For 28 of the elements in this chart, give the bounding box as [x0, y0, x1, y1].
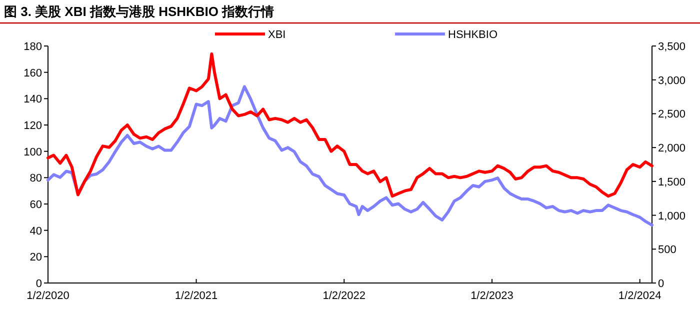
y-tick-label: 20 [30, 252, 42, 264]
y-tick-label: 40 [30, 225, 42, 238]
x-tick-label: 1/2/2022 [322, 290, 366, 302]
y2-tick-label: 1,500 [658, 176, 686, 188]
x-tick-label: 1/2/2021 [174, 290, 218, 302]
y-tick-label: 0 [36, 278, 42, 290]
y2-tick-label: 2,500 [658, 108, 686, 121]
y-tick-label: 160 [24, 67, 42, 80]
y-tick-label: 100 [24, 146, 42, 158]
y2-tick-label: 1,000 [658, 210, 686, 222]
line-series [46, 52, 654, 198]
legend-label: HSHKBIO [448, 29, 498, 41]
y2-tick-label: 500 [658, 244, 676, 256]
x-tick-label: 1/2/2024 [618, 290, 662, 302]
y-tick-label: 120 [24, 120, 42, 132]
legend-label: XBI [268, 29, 286, 41]
y2-tick-label: 3,000 [658, 74, 686, 87]
y-tick-label: 180 [24, 41, 42, 53]
y-tick-label: 60 [30, 199, 42, 211]
x-tick-label: 1/2/2023 [470, 290, 514, 302]
y2-tick-label: 3,500 [658, 41, 686, 53]
line-series [46, 85, 654, 227]
y-tick-label: 140 [24, 94, 42, 106]
y-tick-label: 80 [30, 172, 42, 185]
chart-title: 图 3. 美股 XBI 指数与港股 HSHKBIO 指数行情 [4, 4, 274, 19]
y2-tick-label: 0 [658, 278, 664, 290]
y2-tick-label: 2,000 [658, 142, 686, 155]
x-tick-label: 1/2/2020 [26, 290, 70, 302]
